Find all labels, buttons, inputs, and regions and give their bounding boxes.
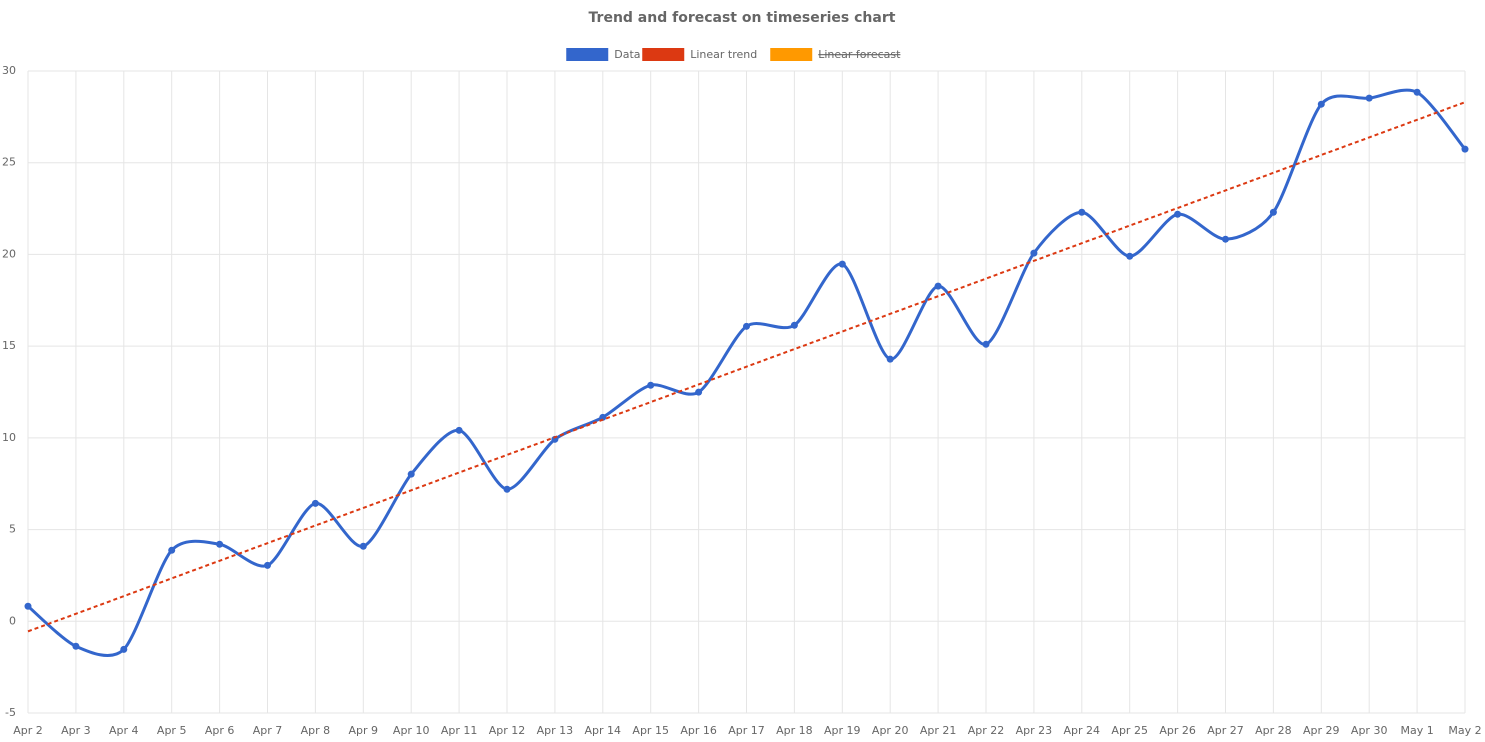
data-point [1126, 252, 1134, 260]
x-tick-label: May 2 [1448, 724, 1481, 737]
legend-label[interactable]: Data [614, 48, 640, 61]
data-point [599, 413, 607, 421]
x-tick-label: Apr 15 [632, 724, 669, 737]
x-tick-label: Apr 11 [441, 724, 478, 737]
series-line [27, 101, 1466, 633]
data-point [24, 602, 32, 610]
legend-swatch[interactable] [770, 48, 813, 61]
data-point [216, 540, 224, 548]
x-tick-label: Apr 4 [109, 724, 139, 737]
data-point [838, 260, 846, 268]
x-tick-label: Apr 23 [1016, 724, 1053, 737]
data-point [1365, 94, 1373, 102]
data-point [311, 499, 319, 507]
x-tick-label: Apr 29 [1303, 724, 1340, 737]
x-tick-label: Apr 24 [1064, 724, 1101, 737]
y-tick-label: 10 [2, 431, 16, 444]
data-point [72, 642, 80, 650]
legend-swatch[interactable] [642, 48, 685, 61]
x-tick-label: Apr 12 [489, 724, 526, 737]
data-point [647, 381, 655, 389]
x-tick-label: Apr 16 [680, 724, 717, 737]
data-point [359, 542, 367, 550]
data-point [695, 388, 703, 396]
y-tick-label: 25 [2, 156, 16, 169]
legend-label[interactable]: Linear forecast [818, 48, 901, 61]
x-tick-label: Apr 30 [1351, 724, 1388, 737]
data-point [168, 546, 176, 554]
data-point [886, 355, 894, 363]
x-tick-label: Apr 18 [776, 724, 813, 737]
x-tick-label: Apr 20 [872, 724, 909, 737]
data-point [743, 322, 750, 330]
data-point [982, 340, 990, 348]
x-tick-label: Apr 7 [253, 724, 283, 737]
y-tick-label: -5 [5, 706, 16, 719]
data-point [934, 282, 942, 290]
x-tick-label: Apr 25 [1111, 724, 1148, 737]
y-tick-label: 15 [2, 339, 16, 352]
data-point [790, 321, 798, 329]
data-point [1174, 210, 1182, 218]
x-tick-label: Apr 6 [205, 724, 235, 737]
x-tick-label: Apr 13 [537, 724, 574, 737]
legend-label[interactable]: Linear trend [690, 48, 757, 61]
y-tick-label: 20 [2, 247, 16, 260]
x-tick-label: Apr 14 [585, 724, 622, 737]
x-tick-label: Apr 9 [349, 724, 379, 737]
x-tick-label: Apr 21 [920, 724, 957, 737]
data-point [503, 485, 511, 493]
x-tick-label: Apr 27 [1207, 724, 1244, 737]
data-point [407, 470, 415, 478]
data-point [1030, 249, 1038, 257]
data-point [1269, 208, 1277, 216]
x-tick-label: Apr 5 [157, 724, 187, 737]
x-tick-label: Apr 26 [1159, 724, 1196, 737]
data-point [1461, 145, 1469, 153]
y-tick-label: 0 [9, 614, 16, 627]
data-point [1413, 88, 1421, 96]
x-tick-label: Apr 19 [824, 724, 861, 737]
x-tick-label: May 1 [1400, 724, 1433, 737]
data-point [1078, 208, 1086, 216]
x-tick-label: Apr 28 [1255, 724, 1292, 737]
x-tick-label: Apr 17 [728, 724, 765, 737]
x-tick-label: Apr 2 [13, 724, 43, 737]
y-tick-label: 30 [2, 64, 16, 77]
x-tick-label: Apr 10 [393, 724, 430, 737]
series-line [27, 88, 1467, 657]
chart-title: Trend and forecast on timeseries chart [589, 10, 896, 26]
data-point [120, 645, 128, 653]
data-point [455, 426, 463, 434]
legend-swatch[interactable] [566, 48, 609, 61]
x-tick-label: Apr 8 [301, 724, 331, 737]
x-tick-label: Apr 3 [61, 724, 91, 737]
data-point [1317, 100, 1325, 108]
x-tick-label: Apr 22 [968, 724, 1005, 737]
y-tick-label: 5 [9, 523, 16, 536]
data-point [1222, 235, 1229, 243]
data-point [264, 561, 271, 569]
